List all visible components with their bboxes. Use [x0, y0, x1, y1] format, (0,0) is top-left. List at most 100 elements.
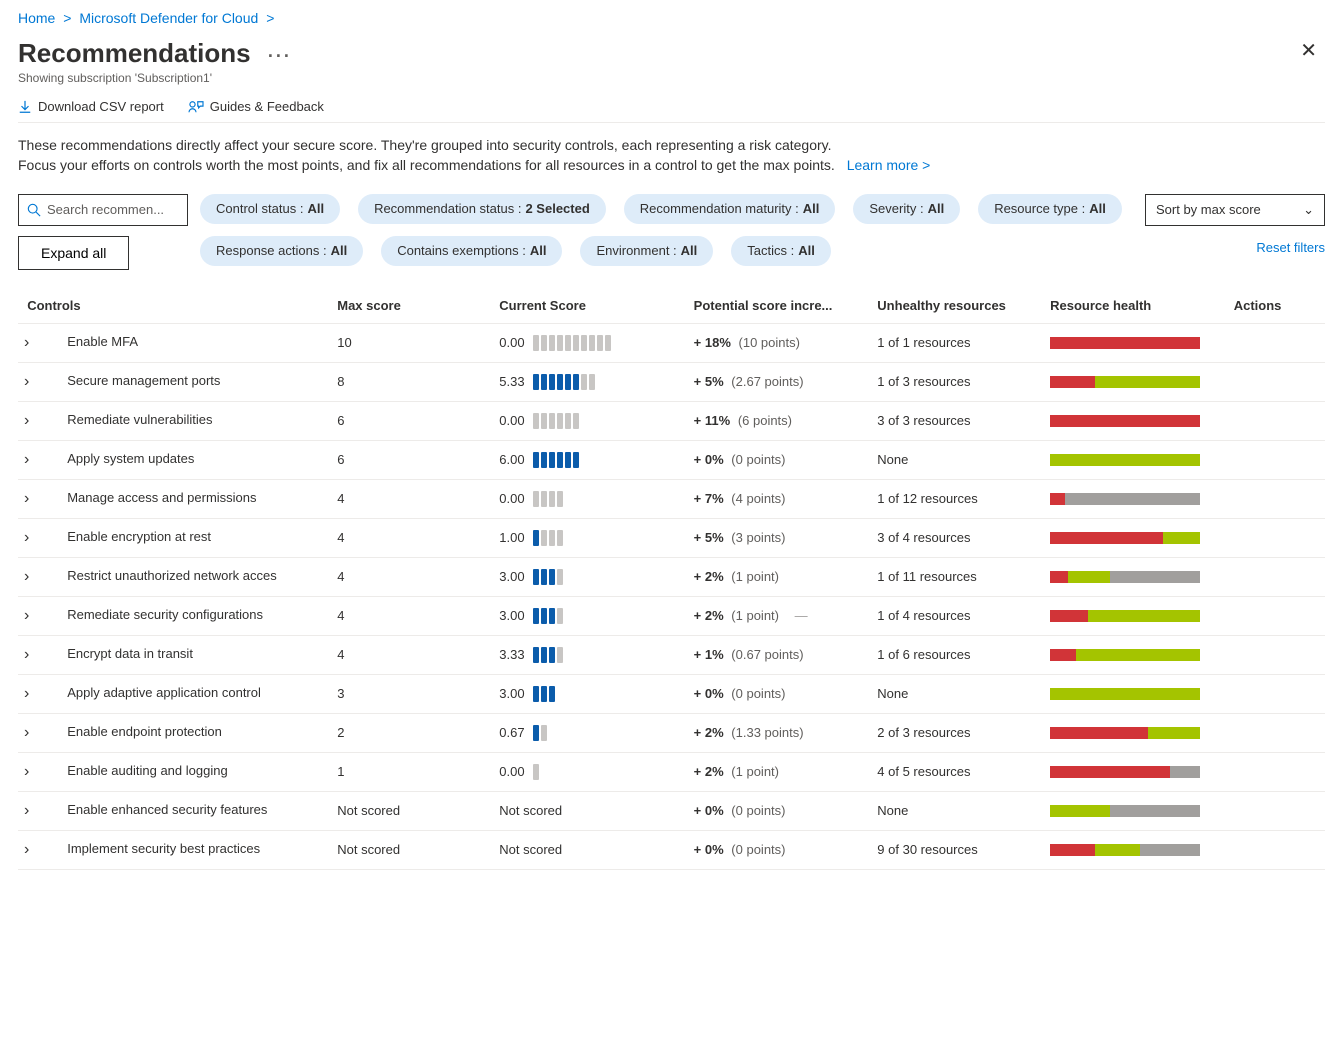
table-row[interactable]: ›Enable enhanced security featuresNot sc…	[18, 791, 1325, 830]
filter-pill[interactable]: Recommendation maturity : All	[624, 194, 836, 224]
max-score: 2	[331, 713, 493, 752]
learn-more-link[interactable]: Learn more >	[847, 157, 931, 173]
table-row[interactable]: ›Apply adaptive application control33.00…	[18, 674, 1325, 713]
potential-increase: + 0% (0 points)	[688, 674, 872, 713]
score-ticks	[533, 530, 563, 546]
control-name: Implement security best practices	[67, 841, 260, 856]
max-score: 4	[331, 479, 493, 518]
filter-pill[interactable]: Control status : All	[200, 194, 340, 224]
reset-filters-link[interactable]: Reset filters	[1256, 240, 1325, 255]
expand-row-icon[interactable]: ›	[24, 685, 29, 702]
actions-cell	[1228, 752, 1325, 791]
table-row[interactable]: ›Implement security best practicesNot sc…	[18, 830, 1325, 869]
filter-pill-value: All	[530, 243, 547, 258]
potential-increase: + 0% (0 points)	[688, 440, 872, 479]
table-row[interactable]: ›Encrypt data in transit43.33+ 1% (0.67 …	[18, 635, 1325, 674]
potential-increase: + 7% (4 points)	[688, 479, 872, 518]
current-score-value: 3.00	[499, 569, 524, 584]
breadcrumb-mdc[interactable]: Microsoft Defender for Cloud	[79, 10, 258, 26]
max-score: 8	[331, 362, 493, 401]
actions-cell	[1228, 323, 1325, 362]
filter-pill[interactable]: Response actions : All	[200, 236, 363, 266]
current-score-value: 0.67	[499, 725, 524, 740]
expand-row-icon[interactable]: ›	[24, 841, 29, 858]
expand-all-button[interactable]: Expand all	[18, 236, 129, 270]
th-actions[interactable]: Actions	[1228, 288, 1325, 324]
table-row[interactable]: ›Enable endpoint protection20.67+ 2% (1.…	[18, 713, 1325, 752]
unhealthy-resources: None	[871, 440, 1044, 479]
current-score: 0.00	[493, 752, 687, 791]
resource-health-bar	[1044, 401, 1228, 440]
filter-pill[interactable]: Recommendation status : 2 Selected	[358, 194, 606, 224]
th-unhealthy[interactable]: Unhealthy resources	[871, 288, 1044, 324]
download-csv-button[interactable]: Download CSV report	[18, 99, 164, 114]
page-title: Recommendations ···	[18, 38, 292, 69]
expand-row-icon[interactable]: ›	[24, 763, 29, 780]
th-max-score[interactable]: Max score	[331, 288, 493, 324]
table-row[interactable]: ›Remediate vulnerabilities60.00+ 11% (6 …	[18, 401, 1325, 440]
control-name: Enable MFA	[67, 334, 138, 349]
unhealthy-resources: 9 of 30 resources	[871, 830, 1044, 869]
expand-row-icon[interactable]: ›	[24, 373, 29, 390]
max-score: 4	[331, 596, 493, 635]
max-score: 4	[331, 518, 493, 557]
breadcrumb-home[interactable]: Home	[18, 10, 55, 26]
control-name: Enable endpoint protection	[67, 724, 222, 739]
filter-pill-label: Severity :	[869, 201, 923, 216]
expand-row-icon[interactable]: ›	[24, 451, 29, 468]
filter-pill-value: All	[307, 201, 324, 216]
filter-pill[interactable]: Resource type : All	[978, 194, 1122, 224]
actions-cell	[1228, 830, 1325, 869]
current-score: 3.00	[493, 596, 687, 635]
resource-health-bar	[1044, 713, 1228, 752]
expand-row-icon[interactable]: ›	[24, 607, 29, 624]
filter-pill[interactable]: Environment : All	[580, 236, 713, 266]
potential-increase: + 1% (0.67 points)	[688, 635, 872, 674]
filter-pill-label: Recommendation maturity :	[640, 201, 799, 216]
max-score: 10	[331, 323, 493, 362]
expand-row-icon[interactable]: ›	[24, 490, 29, 507]
close-icon[interactable]: ✕	[1292, 34, 1325, 67]
control-name: Enable auditing and logging	[67, 763, 227, 778]
th-current-score[interactable]: Current Score	[493, 288, 687, 324]
actions-cell	[1228, 674, 1325, 713]
table-row[interactable]: ›Enable encryption at rest41.00+ 5% (3 p…	[18, 518, 1325, 557]
filter-pills: Control status : All Recommendation statu…	[200, 194, 1133, 266]
expand-row-icon[interactable]: ›	[24, 802, 29, 819]
filter-pill[interactable]: Severity : All	[853, 194, 960, 224]
table-row[interactable]: ›Remediate security configurations43.00+…	[18, 596, 1325, 635]
guides-feedback-button[interactable]: Guides & Feedback	[188, 99, 324, 114]
expand-row-icon[interactable]: ›	[24, 412, 29, 429]
table-row[interactable]: ›Enable auditing and logging10.00+ 2% (1…	[18, 752, 1325, 791]
expand-row-icon[interactable]: ›	[24, 724, 29, 741]
current-score-value: 3.00	[499, 608, 524, 623]
resource-health-bar	[1044, 791, 1228, 830]
expand-row-icon[interactable]: ›	[24, 646, 29, 663]
filter-pill[interactable]: Tactics : All	[731, 236, 831, 266]
th-health[interactable]: Resource health	[1044, 288, 1228, 324]
controls-table: Controls Max score Current Score Potenti…	[18, 288, 1325, 870]
th-potential[interactable]: Potential score incre...	[688, 288, 872, 324]
th-controls[interactable]: Controls	[27, 288, 297, 324]
table-row[interactable]: ›Restrict unauthorized network acces43.0…	[18, 557, 1325, 596]
score-ticks	[533, 647, 563, 663]
table-row[interactable]: ›Secure management ports85.33+ 5% (2.67 …	[18, 362, 1325, 401]
download-csv-label: Download CSV report	[38, 99, 164, 114]
more-icon[interactable]: ···	[268, 46, 292, 66]
chevron-right-icon: >	[266, 10, 274, 26]
table-row[interactable]: ›Apply system updates66.00+ 0% (0 points…	[18, 440, 1325, 479]
filter-pill-value: 2 Selected	[525, 201, 589, 216]
expand-row-icon[interactable]: ›	[24, 334, 29, 351]
search-input[interactable]: Search recommen...	[18, 194, 188, 226]
resource-health-bar	[1044, 323, 1228, 362]
table-row[interactable]: ›Manage access and permissions40.00+ 7% …	[18, 479, 1325, 518]
control-name: Enable enhanced security features	[67, 802, 267, 817]
expand-row-icon[interactable]: ›	[24, 529, 29, 546]
resource-health-bar	[1044, 479, 1228, 518]
sort-dropdown[interactable]: Sort by max score ⌄	[1145, 194, 1325, 226]
actions-cell	[1228, 596, 1325, 635]
potential-increase: + 5% (2.67 points)	[688, 362, 872, 401]
expand-row-icon[interactable]: ›	[24, 568, 29, 585]
table-row[interactable]: ›Enable MFA100.00+ 18% (10 points)1 of 1…	[18, 323, 1325, 362]
filter-pill[interactable]: Contains exemptions : All	[381, 236, 562, 266]
